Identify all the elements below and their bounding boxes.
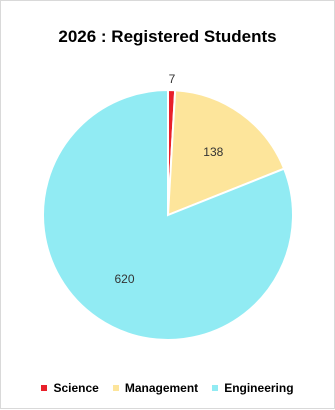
- pie-slice-management: [166, 89, 286, 217]
- legend-swatch-management: [112, 385, 119, 391]
- legend-swatch-engineering: [212, 385, 219, 391]
- legend-item-science: Science: [41, 381, 99, 395]
- legend-label-management: Management: [124, 381, 199, 395]
- legend-item-management: Management: [112, 381, 199, 395]
- chart-title: 2026 : Registered Students: [58, 27, 277, 46]
- legend-label-science: Science: [53, 381, 99, 395]
- pie-slice-engineering: [42, 88, 294, 341]
- legend-label-engineering: Engineering: [224, 381, 294, 395]
- legend-item-engineering: Engineering: [212, 381, 294, 395]
- legend-swatch-science: [41, 385, 48, 391]
- data-label-management: 138: [203, 145, 223, 159]
- chart-legend: Science Management Engineering: [1, 381, 334, 395]
- data-label-science: 7: [169, 72, 176, 86]
- data-label-engineering: 620: [115, 272, 135, 286]
